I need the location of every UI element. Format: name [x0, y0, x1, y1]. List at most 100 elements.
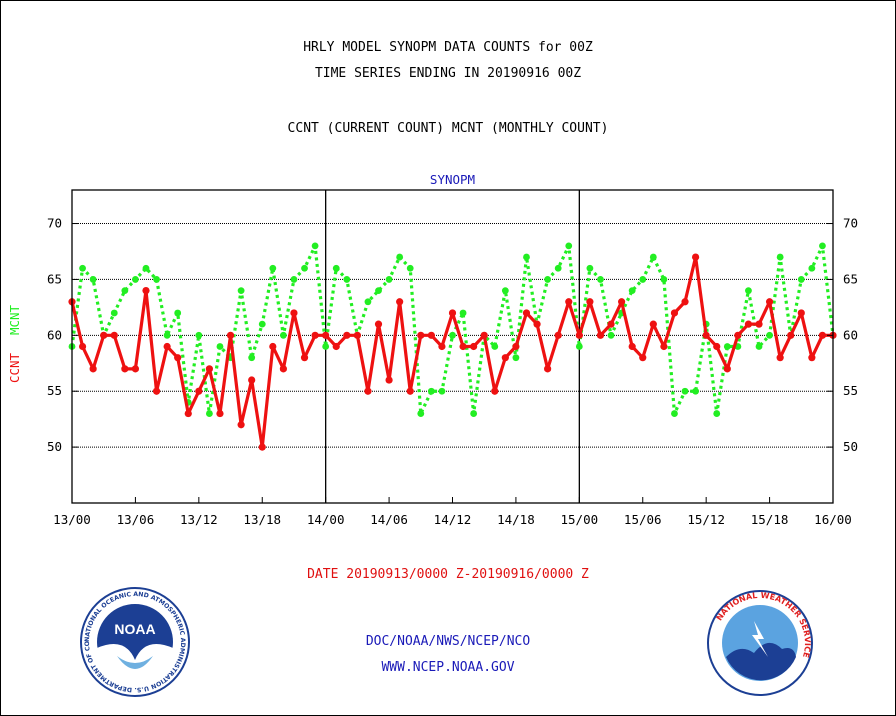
x-tick-label: 14/12 — [434, 512, 472, 527]
data-point-ccnt — [152, 387, 161, 395]
data-point-ccnt — [226, 331, 235, 339]
org-path-label: DOC/NOAA/NWS/NCEP/NCO — [365, 634, 531, 649]
plot-frame — [71, 189, 834, 504]
data-point-mcnt — [649, 253, 657, 261]
data-point-ccnt — [639, 354, 647, 362]
data-point-ccnt — [89, 365, 97, 373]
data-point-mcnt — [216, 343, 224, 350]
y-tick-label-left: 60 — [47, 327, 62, 342]
data-point-mcnt — [660, 276, 668, 283]
data-point-ccnt — [575, 331, 583, 339]
data-point-ccnt — [734, 331, 742, 339]
data-point-mcnt — [491, 343, 499, 350]
chart-subtitle: CCNT (CURRENT COUNT) MCNT (MONTHLY COUNT… — [287, 121, 609, 136]
data-point-ccnt — [406, 387, 414, 395]
data-point-ccnt — [332, 342, 340, 351]
data-point-mcnt — [776, 253, 784, 261]
data-point-mcnt — [79, 264, 86, 272]
data-point-ccnt — [142, 287, 150, 295]
data-point-ccnt — [808, 354, 816, 362]
data-point-mcnt — [544, 276, 552, 283]
data-point-mcnt — [132, 276, 139, 283]
data-point-ccnt — [480, 331, 488, 339]
data-point-ccnt — [174, 354, 182, 362]
data-point-ccnt — [364, 387, 372, 395]
data-point-ccnt — [618, 298, 626, 306]
x-tick-label: 15/00 — [561, 512, 599, 527]
data-point-mcnt — [797, 276, 805, 283]
x-tick-label: 13/06 — [117, 512, 155, 527]
data-point-mcnt — [607, 331, 615, 339]
data-point-mcnt — [808, 264, 816, 272]
data-point-mcnt — [406, 264, 414, 272]
y-tick-label-left: 70 — [47, 216, 62, 231]
data-point-ccnt — [755, 320, 763, 328]
data-point-mcnt — [248, 354, 256, 362]
data-point-mcnt — [121, 287, 129, 295]
data-point-ccnt — [681, 298, 689, 306]
data-point-mcnt — [343, 276, 351, 283]
website-link[interactable]: WWW.NCEP.NOAA.GOV — [381, 660, 515, 675]
data-point-ccnt — [163, 342, 171, 351]
data-point-ccnt — [448, 309, 457, 317]
data-point-ccnt — [184, 409, 192, 418]
data-point-mcnt — [554, 264, 562, 272]
data-point-mcnt — [195, 331, 203, 339]
axis-labels: 50 50 55 55 60 60 65 65 70 70 13/00 13/06 13/12 13/18… — [7, 172, 858, 527]
x-tick-label: 15/12 — [687, 512, 725, 527]
data-point-ccnt — [596, 331, 605, 339]
data-point-mcnt — [142, 264, 150, 272]
x-tick-label: 14/00 — [307, 512, 345, 527]
data-point-mcnt — [163, 331, 171, 339]
y-tick-label-right: 70 — [843, 216, 858, 231]
data-point-mcnt — [110, 309, 118, 317]
data-point-mcnt — [671, 410, 678, 417]
data-point-ccnt — [258, 443, 266, 451]
data-point-mcnt — [311, 242, 319, 250]
data-point-mcnt — [639, 276, 647, 283]
data-point-ccnt — [343, 331, 351, 339]
y-tick-label-right: 65 — [843, 271, 858, 286]
data-point-ccnt — [522, 309, 531, 317]
data-point-mcnt — [269, 264, 277, 272]
x-tick-label: 13/12 — [180, 512, 218, 527]
data-point-ccnt — [322, 331, 330, 339]
chart-title-line2: TIME SERIES ENDING IN 20190916 00Z — [314, 66, 582, 81]
data-point-ccnt — [713, 342, 721, 351]
data-point-mcnt — [449, 331, 456, 339]
data-point-ccnt — [427, 331, 435, 339]
data-point-mcnt — [174, 309, 182, 317]
data-point-ccnt — [279, 365, 287, 373]
data-point-ccnt — [353, 331, 361, 339]
data-point-mcnt — [723, 343, 731, 350]
data-point-mcnt — [628, 287, 636, 295]
data-point-mcnt — [713, 410, 721, 417]
data-point-ccnt — [121, 365, 129, 373]
data-point-ccnt — [311, 331, 319, 339]
data-point-ccnt — [470, 342, 478, 351]
data-point-ccnt — [501, 354, 509, 362]
y-tick-label-left: 65 — [47, 271, 62, 286]
data-point-mcnt — [375, 287, 382, 295]
data-point-ccnt — [660, 342, 668, 351]
x-tick-label: 15/06 — [624, 512, 662, 527]
data-point-mcnt — [427, 387, 435, 395]
data-point-ccnt — [765, 298, 774, 306]
data-point-mcnt — [322, 343, 330, 350]
data-point-mcnt — [586, 264, 594, 272]
nws-logo: NATIONAL WEATHER SERVICE — [707, 590, 813, 696]
data-point-mcnt — [766, 331, 773, 339]
series-layer — [68, 242, 837, 451]
data-point-ccnt — [216, 409, 224, 418]
data-point-mcnt — [512, 354, 520, 362]
data-point-ccnt — [374, 320, 383, 328]
y-tick-label-right: 60 — [843, 327, 858, 342]
data-point-mcnt — [523, 253, 530, 261]
data-point-mcnt — [459, 309, 467, 317]
y-tick-label-right: 50 — [843, 439, 858, 454]
data-point-ccnt — [491, 387, 499, 395]
data-point-mcnt — [89, 276, 97, 283]
data-point-ccnt — [691, 253, 700, 261]
data-point-mcnt — [385, 276, 393, 283]
data-point-mcnt — [470, 410, 478, 417]
